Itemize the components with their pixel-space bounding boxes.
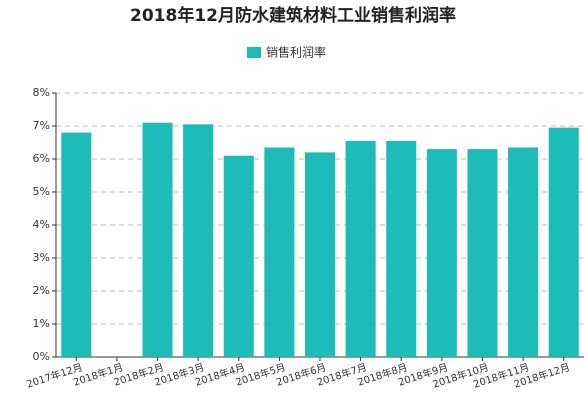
bar	[183, 124, 214, 357]
bar	[386, 140, 417, 357]
bar	[467, 149, 498, 357]
y-tick-label: 2%	[33, 284, 50, 297]
bar	[345, 140, 376, 357]
bar	[223, 155, 254, 357]
legend-swatch	[247, 47, 261, 58]
y-tick-label: 7%	[33, 119, 50, 132]
y-tick-label: 6%	[33, 152, 50, 165]
y-tick-label: 3%	[33, 251, 50, 264]
y-tick-label: 1%	[33, 317, 50, 330]
bar	[508, 147, 539, 357]
bar	[304, 152, 336, 357]
bar	[61, 132, 92, 357]
bar	[426, 149, 457, 357]
bar	[548, 127, 579, 358]
y-tick-label: 0%	[33, 350, 50, 363]
y-tick-label: 8%	[33, 86, 50, 99]
legend-label: 销售利润率	[266, 45, 326, 60]
bar	[142, 122, 173, 357]
bar	[264, 147, 295, 357]
y-tick-label: 5%	[33, 185, 50, 198]
y-tick-label: 4%	[33, 218, 50, 231]
chart-title: 2018年12月防水建筑材料工业销售利润率	[130, 5, 456, 26]
